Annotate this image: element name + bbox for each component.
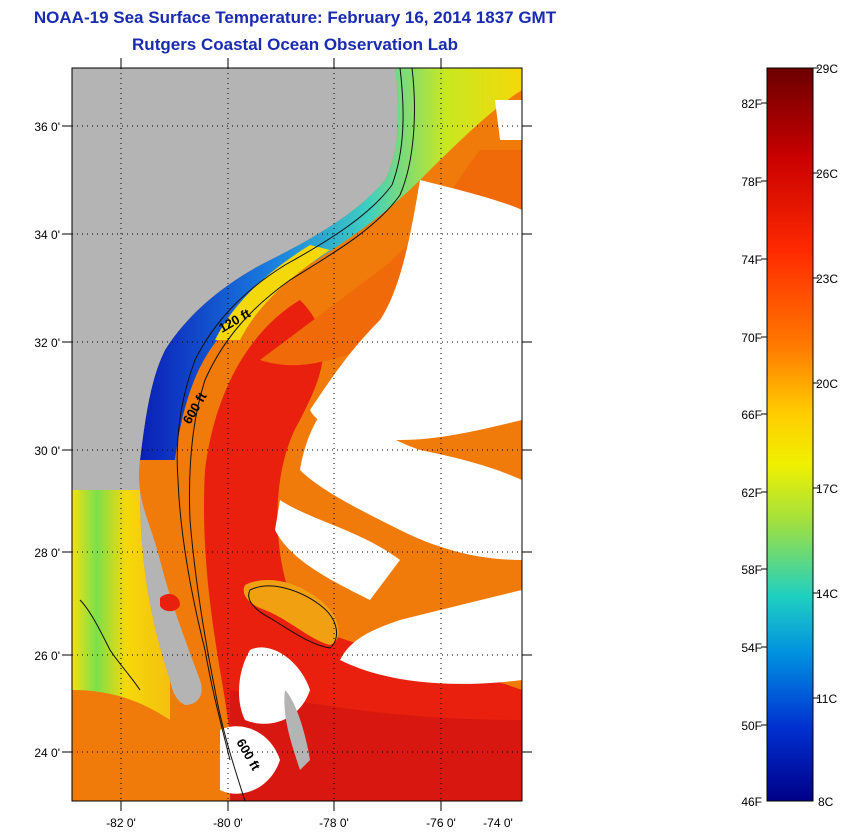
gulf-of-mexico-water xyxy=(72,490,170,720)
temperature-colorbar xyxy=(766,67,814,802)
colorbar-c-label: 11C xyxy=(816,692,837,706)
land-southeast-us xyxy=(72,68,398,705)
colorbar-f-label: 82F xyxy=(741,97,762,111)
colorbar-f-label: 70F xyxy=(741,331,762,345)
colorbar-f-label: 74F xyxy=(741,253,762,267)
lon-label: -76 0' xyxy=(426,816,456,830)
cold-shelf-water xyxy=(140,68,522,460)
colorbar-f-label: 62F xyxy=(741,486,762,500)
lon-label: -74 0' xyxy=(483,816,513,830)
colorbar-f-label: 46F xyxy=(741,795,762,809)
lon-label: -82 0' xyxy=(106,816,136,830)
lon-label: -80 0' xyxy=(213,816,243,830)
lake-okeechobee xyxy=(160,594,180,612)
lon-label: -78 0' xyxy=(319,816,349,830)
colorbar-c-label: 8C xyxy=(818,795,834,809)
lat-label: 32 0' xyxy=(34,336,60,350)
bahama-bank xyxy=(243,580,339,645)
colorbar-c-label: 17C xyxy=(816,482,838,496)
colorbar-c-label: 14C xyxy=(816,587,838,601)
lat-label: 34 0' xyxy=(34,228,60,242)
colorbar-f-label: 78F xyxy=(741,175,762,189)
colorbar-f-label: 58F xyxy=(741,563,762,577)
map-title: NOAA-19 Sea Surface Temperature: Februar… xyxy=(33,8,557,27)
land-bahamas xyxy=(284,690,310,770)
colorbar-c-label: 20C xyxy=(816,377,838,391)
colorbar-f-label: 66F xyxy=(741,408,762,422)
cloud-cover xyxy=(220,100,522,794)
colorbar-f-label: 54F xyxy=(741,641,762,655)
colorbar-c-label: 23C xyxy=(816,272,838,286)
lat-label: 36 0' xyxy=(34,120,60,134)
map-subtitle: Rutgers Coastal Ocean Observation Lab xyxy=(132,35,458,54)
axis-ticks xyxy=(62,58,532,811)
lat-label: 26 0' xyxy=(34,649,60,663)
lat-label: 30 0' xyxy=(34,444,60,458)
sst-image: 120 ft 600 ft 600 ft xyxy=(72,68,522,801)
map-gridlines xyxy=(72,68,522,801)
colorbar-f-label: 50F xyxy=(741,719,762,733)
colorbar-c-label: 26C xyxy=(816,167,838,181)
colorbar-ticks xyxy=(761,67,819,726)
colorbar-c-label: 29C xyxy=(816,62,838,76)
map-frame xyxy=(71,67,523,802)
bathymetry-contours xyxy=(79,68,415,801)
lat-label: 28 0' xyxy=(34,546,60,560)
lat-label: 24 0' xyxy=(34,746,60,760)
